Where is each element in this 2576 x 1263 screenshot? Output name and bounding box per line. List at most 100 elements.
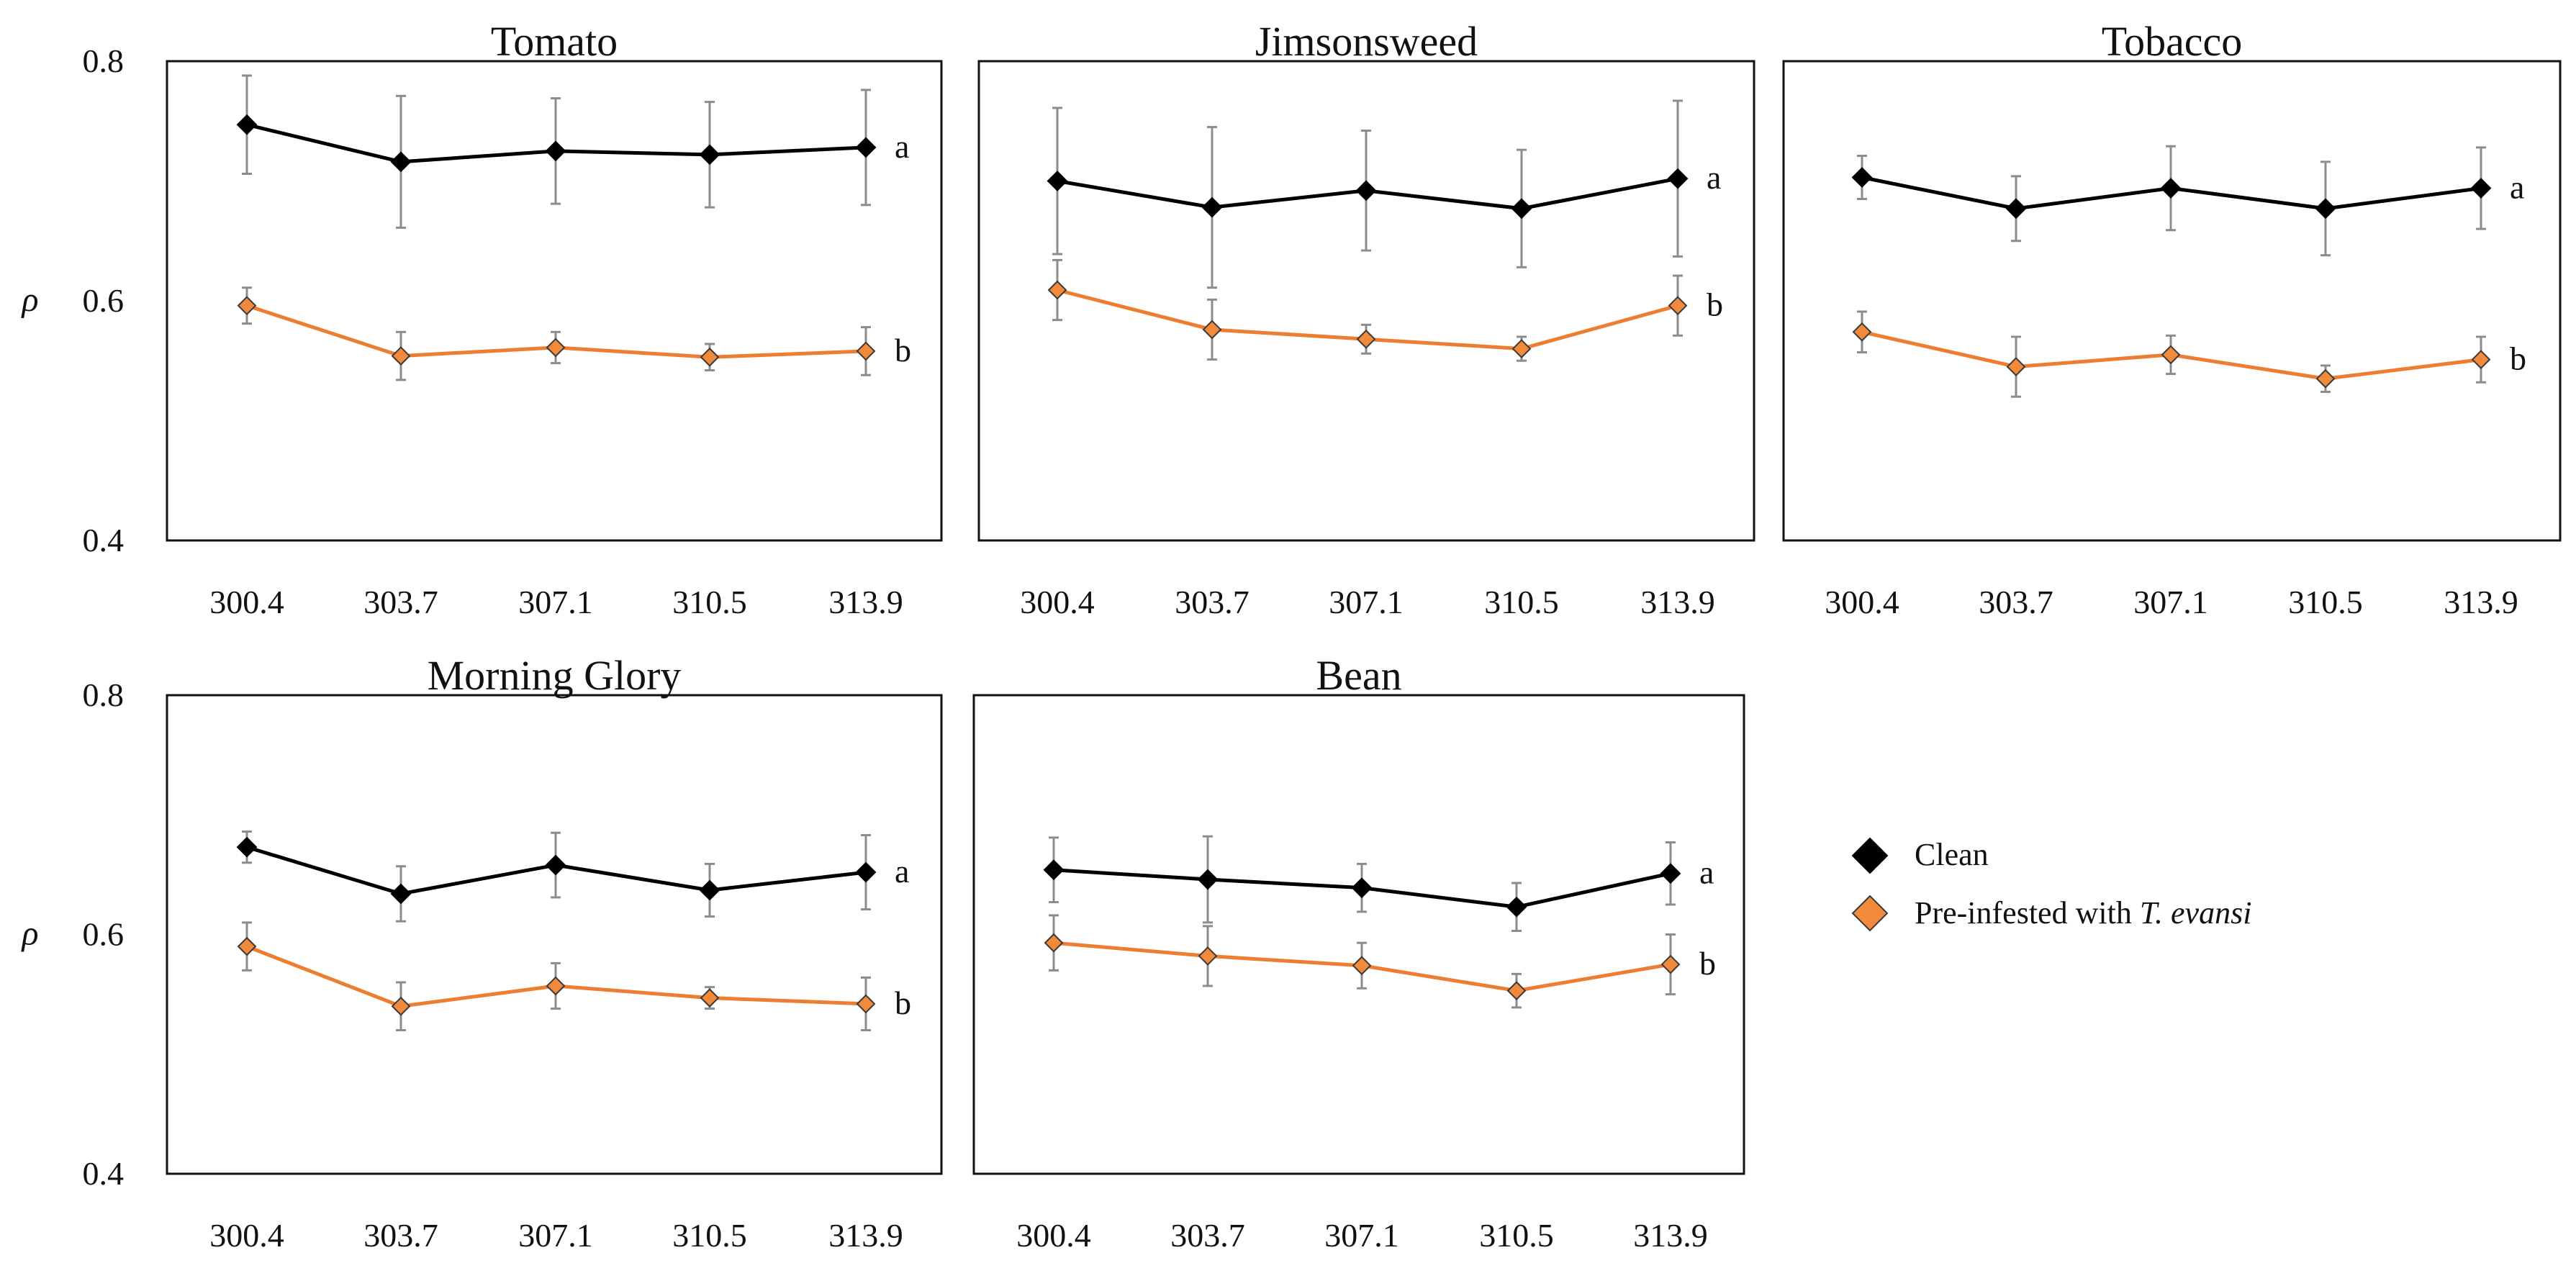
plot-frame [977,60,1755,542]
data-point [1668,296,1688,316]
legend-infested-marker [1851,895,1889,932]
chart-title: Tobacco [2102,18,2243,65]
x-tick-label: 310.5 [672,1217,747,1254]
x-tick-label: 303.7 [1175,584,1249,620]
chart-title: Tomato [491,18,618,65]
data-point [2470,178,2492,199]
data-point [856,994,876,1014]
legend-infested-label-text: Pre-infested with [1915,895,2140,931]
data-point [546,338,566,358]
x-tick-label: 313.9 [1640,584,1715,620]
data-point [1667,168,1689,189]
legend-clean-label: Clean [1915,837,1989,872]
data-point [1355,180,1377,202]
data-point [1511,339,1532,359]
data-point [390,883,412,905]
x-tick-label: 307.1 [518,1217,593,1254]
data-point [700,988,720,1008]
series-infested: b [237,921,911,1031]
legend-infested-label: Pre-infested with T. evansi [1915,895,2251,931]
y-tick-label: 0.8 [83,676,125,713]
significance-label: a [1707,159,1721,196]
chart-title: Morning Glory [428,652,682,699]
legend-infested-label-species: T. evansi [2140,895,2252,931]
panel-4: Morning Glory 0.4 0.6 0.8 ρ 300.4 303.7 307.1 31… [20,652,943,1254]
panel-3: Tobacco 300.4 303.7 307.1 310.5 313.9 b a [1782,18,2562,620]
x-tick-label: 303.7 [1170,1217,1245,1254]
x-tick-label: 300.4 [1020,584,1095,620]
data-point [1852,322,1872,342]
data-point [545,854,566,876]
chart-title: Jimsonsweed [1255,18,1478,65]
x-tick-label: 303.7 [1979,584,2053,620]
data-point [1044,933,1064,953]
data-point [2160,178,2182,199]
y-tick-label: 0.8 [83,42,125,79]
plot-frame [1782,60,2562,542]
y-axis-label: ρ [20,281,38,319]
series-infested: b [1044,914,1716,1009]
y-tick-label: 0.6 [83,282,125,319]
significance-label: a [895,853,909,889]
data-point [545,140,566,162]
data-point [1197,869,1219,890]
data-point [1506,981,1527,1001]
panel-5: Bean 300.4 303.7 307.1 310.5 313.9 b a [972,652,1745,1254]
data-point [1198,946,1218,966]
legend: Clean Pre-infested with T. evansi [1851,837,2251,932]
series-infested: b [237,286,911,381]
series-clean: a [236,830,909,923]
data-point [700,347,720,367]
data-point [2005,198,2027,219]
x-tick-label: 303.7 [363,1217,438,1254]
series-clean: a [236,74,909,229]
data-point [237,296,257,316]
data-point [1352,956,1372,976]
series-infested: b [1852,310,2526,398]
data-point [236,114,258,135]
x-tick-label: 300.4 [1016,1217,1091,1254]
data-point [1043,859,1065,881]
data-point [1660,863,1681,884]
series-clean: a [1047,99,1721,289]
data-point [2471,350,2491,369]
data-point [1047,280,1067,300]
significance-label: b [895,332,911,368]
data-point [390,151,412,173]
data-point [1201,196,1223,218]
x-tick-label: 310.5 [672,584,747,620]
y-axis-label: ρ [20,915,38,953]
data-point [1660,954,1681,974]
significance-label: b [2510,340,2526,377]
y-tick-label: 0.4 [83,522,125,558]
data-point [855,861,877,883]
y-tick-label: 0.6 [83,916,125,953]
data-point [855,137,877,158]
data-point [1351,877,1373,899]
data-point [2006,357,2026,376]
data-point [1356,329,1376,349]
panel-2: Jimsonsweed 300.4 303.7 307.1 310.5 313.9 b a [977,18,1755,620]
x-tick-label: 307.1 [2133,584,2208,620]
x-tick-label: 307.1 [518,584,593,620]
data-point [1506,896,1527,918]
data-point [236,836,258,858]
x-tick-label: 300.4 [1825,584,1899,620]
data-point [1851,167,1873,188]
x-tick-label: 313.9 [2444,584,2518,620]
x-tick-label: 310.5 [1484,584,1559,620]
significance-label: b [1699,945,1716,982]
series-clean: a [1043,835,1714,933]
data-point [1047,171,1068,191]
x-tick-label: 313.9 [828,1217,903,1254]
series-infested: b [1047,258,1723,362]
data-point [1202,320,1222,340]
x-tick-label: 303.7 [363,584,438,620]
data-point [391,346,411,366]
data-point [699,144,720,166]
x-tick-label: 310.5 [2288,584,2363,620]
data-point [391,996,411,1016]
data-point [2315,198,2336,219]
